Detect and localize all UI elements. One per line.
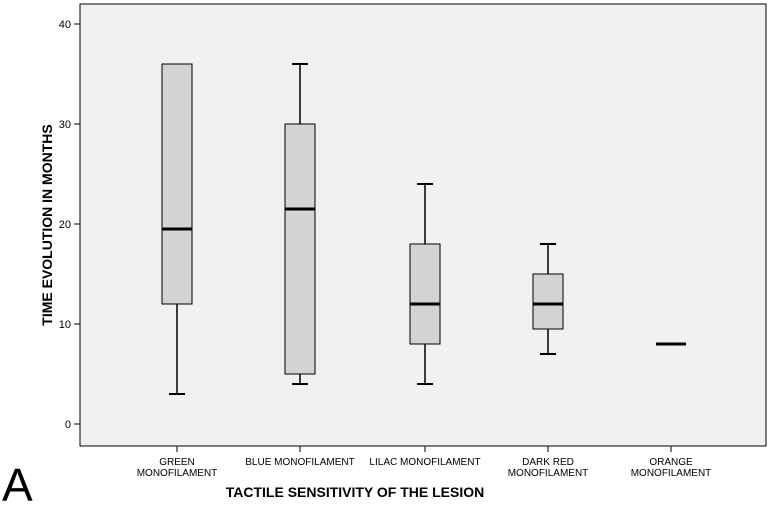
y-tick-label: 30: [59, 119, 71, 131]
x-category-label: ORANGE MONOFILAMENT: [631, 457, 712, 479]
x-category-label: BLUE MONOFILAMENT: [245, 457, 354, 468]
y-axis: 0 10 20 30 40: [59, 19, 80, 431]
iqr-box: [409, 243, 441, 345]
x-category-label-line: LILAC MONOFILAMENT: [369, 457, 480, 468]
y-tick-label: 10: [59, 319, 71, 331]
x-category-label: LILAC MONOFILAMENT: [369, 457, 480, 468]
x-category-label: GREEN MONOFILAMENT: [137, 457, 218, 479]
iqr-box: [161, 63, 193, 305]
x-axis-title: TACTILE SENSITIVITY OF THE LESION: [226, 484, 485, 500]
box-plot-item: [409, 183, 441, 385]
x-category-label-line: BLUE MONOFILAMENT: [245, 457, 354, 468]
x-category-label-line: GREEN: [159, 457, 195, 468]
plot-area: [79, 3, 767, 447]
box-plot-item: [284, 63, 316, 385]
x-category-label-line: MONOFILAMENT: [508, 468, 589, 479]
box-plot-item: [161, 63, 193, 395]
box-plot-item: [532, 243, 564, 355]
x-category-label-line: DARK RED: [522, 457, 574, 468]
iqr-box: [532, 273, 564, 330]
box-series: [161, 63, 686, 395]
y-axis-title: TIME EVOLUTION IN MONTHS: [39, 124, 55, 325]
x-category-label-line: ORANGE: [649, 457, 693, 468]
x-category-label-line: MONOFILAMENT: [137, 468, 218, 479]
x-category-label: DARK RED MONOFILAMENT: [508, 457, 589, 479]
y-tick-label: 0: [65, 419, 71, 431]
y-tick-label: 40: [59, 19, 71, 31]
x-category-label-line: MONOFILAMENT: [631, 468, 712, 479]
y-tick-label: 20: [59, 219, 71, 231]
iqr-box: [284, 123, 316, 375]
panel-label: A: [2, 459, 33, 511]
